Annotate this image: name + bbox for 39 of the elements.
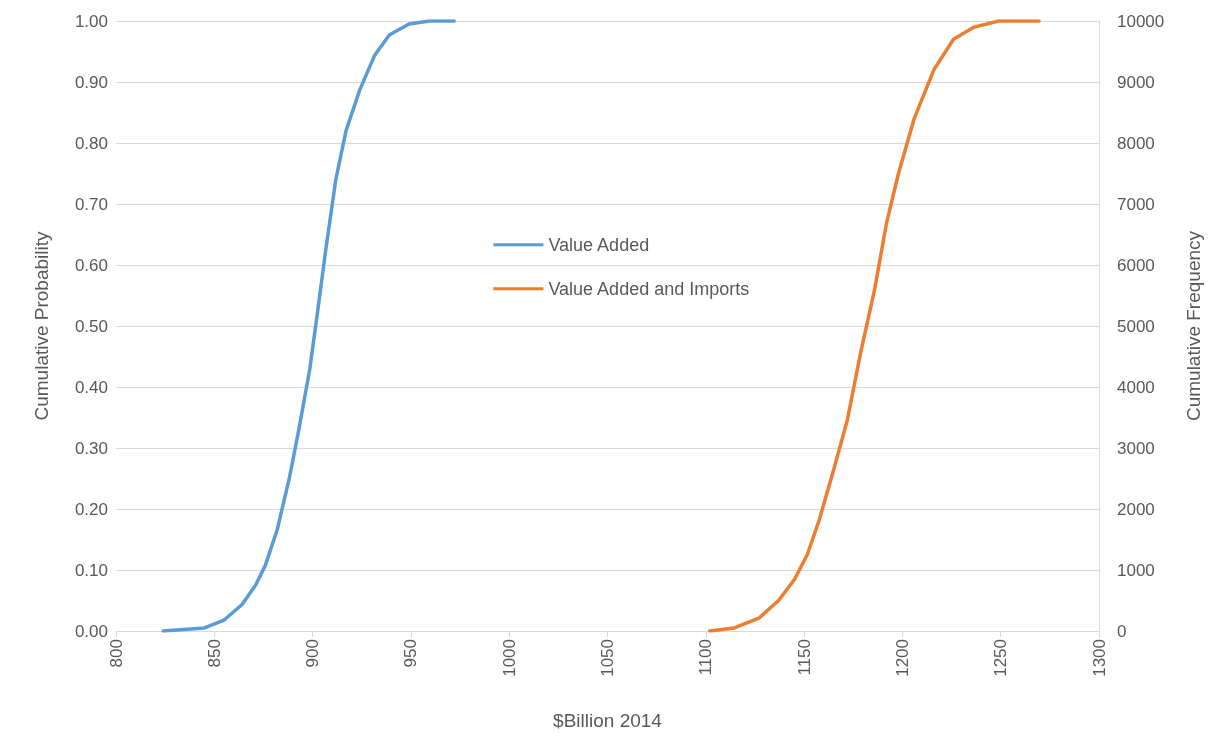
y2-tick-label: 10000: [1117, 11, 1165, 31]
y-tick-label: 0.30: [74, 438, 108, 458]
x-tick-label: 1100: [696, 639, 716, 676]
x-tick-label: 1200: [892, 639, 912, 677]
x-tick-label: 900: [303, 639, 323, 668]
y-tick-label: 0.90: [74, 72, 108, 92]
y-tick-label: 0.40: [74, 377, 108, 397]
y2-tick-label: 4000: [1117, 377, 1155, 397]
y-tick-label: 0.70: [74, 194, 108, 214]
y-tick-label: 0.60: [74, 255, 108, 275]
legend-label: Value Added and Imports: [548, 278, 750, 299]
y-tick-label: 0.00: [74, 621, 108, 641]
x-tick-label: 1000: [499, 639, 519, 677]
y-tick-label: 1.00: [74, 11, 108, 31]
x-tick-label: 1050: [598, 639, 617, 677]
y2-tick-label: 5000: [1117, 316, 1155, 336]
y2-tick-label: 9000: [1117, 72, 1155, 92]
y-tick-label: 0.80: [74, 133, 108, 153]
x-tick-label: 1250: [991, 639, 1011, 677]
x-tick-label: 1150: [794, 639, 814, 676]
y2-tick-label: 1000: [1117, 560, 1155, 580]
y2-axis-title: Cumulative Frequency: [1183, 230, 1204, 422]
y-axis-title: Cumulative Probability: [31, 230, 52, 421]
y-tick-label: 0.10: [74, 560, 108, 580]
y2-tick-label: 8000: [1117, 133, 1155, 153]
y2-tick-label: 3000: [1117, 438, 1155, 458]
y2-tick-label: 0: [1117, 621, 1127, 641]
x-tick-label: 800: [106, 639, 126, 668]
y2-tick-label: 2000: [1117, 499, 1155, 519]
legend-label: Value Added: [548, 234, 650, 255]
y2-tick-label: 6000: [1117, 255, 1155, 275]
x-tick-label: 950: [401, 639, 421, 668]
y2-tick-label: 7000: [1117, 194, 1155, 214]
x-axis-title: $Billion 2014: [553, 710, 663, 731]
x-tick-label: 850: [204, 639, 224, 668]
y-tick-label: 0.20: [74, 499, 108, 519]
y-tick-label: 0.50: [74, 316, 108, 336]
line-series: [161, 19, 456, 633]
x-tick-label: 1300: [1089, 639, 1109, 677]
